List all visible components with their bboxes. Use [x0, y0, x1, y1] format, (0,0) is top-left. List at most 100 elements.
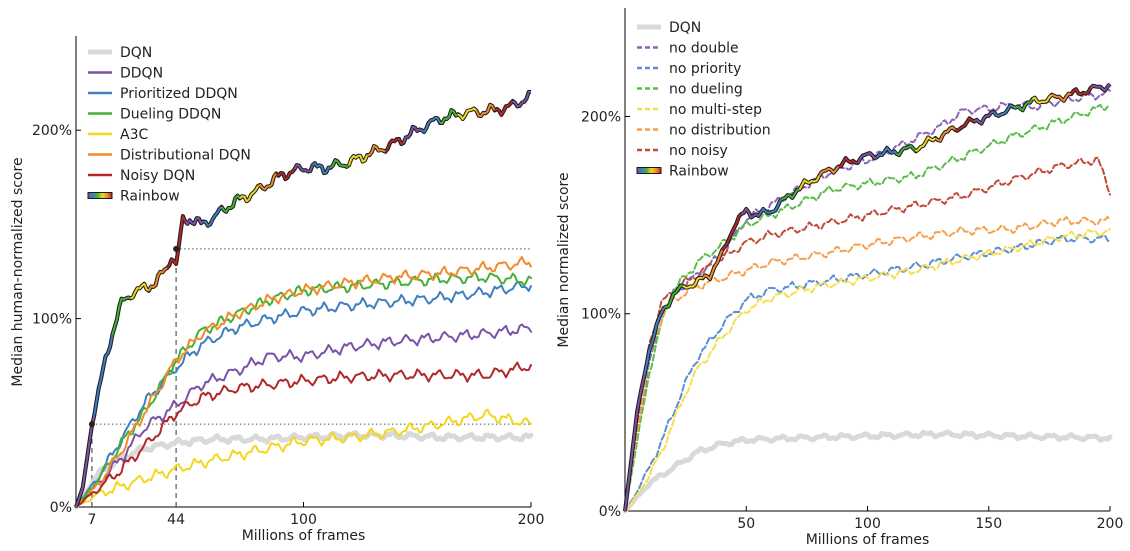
series-rainbow-segment: [257, 172, 278, 191]
legend-item-no-noisy: no noisy: [637, 143, 728, 159]
x-tick-label: 200: [1097, 516, 1124, 532]
series-rainbow-segment: [1031, 93, 1053, 104]
series-rainbow-segment: [1012, 98, 1034, 112]
series-rainbow-segment: [818, 165, 840, 177]
x-axis-label: Millions of frames: [806, 532, 930, 548]
legend-label: DQN: [120, 45, 152, 61]
series-rainbow-segment: [494, 100, 514, 116]
series-rainbow-segment: [682, 276, 703, 289]
series-rainbow-segment: [954, 117, 975, 132]
legend-item-no-dueling: no dueling: [637, 82, 743, 98]
series-rainbow-segment: [779, 188, 800, 202]
series-rainbow-segment: [741, 207, 762, 219]
legend-label: Rainbow: [120, 189, 180, 205]
series-rainbow-segment: [1089, 83, 1111, 92]
legend-label: Rainbow: [669, 164, 729, 180]
legend-item-rainbow: Rainbow: [87, 189, 180, 205]
series-rainbow-segment: [239, 185, 259, 203]
legend-label: no priority: [669, 61, 741, 77]
series-prioritized-ddqn: [75, 280, 532, 508]
legend-label: no double: [669, 41, 739, 57]
series-rainbow-segment: [934, 126, 956, 142]
series-rainbow-segment: [184, 217, 205, 226]
y-tick-label: 100%: [32, 312, 72, 328]
y-axis-label: Median human-normalized score: [10, 157, 26, 386]
legend-swatch: [87, 192, 113, 199]
series-no-distribution: [624, 215, 1111, 512]
x-tick-label: 7: [87, 512, 96, 528]
legend-item-no-distribution: no distribution: [637, 123, 771, 139]
series-rainbow-segment: [876, 146, 898, 158]
series-rainbow-segment: [701, 249, 723, 280]
legend: DQN no double no priority no dueling no mult…: [636, 20, 771, 180]
x-tick-label: 100: [854, 516, 881, 532]
y-tick-label: 0%: [599, 504, 621, 520]
series-rainbow-segment: [759, 200, 782, 214]
series-rainbow-segment: [348, 154, 369, 166]
legend-item-dueling-ddqn: Dueling DDQN: [88, 107, 221, 123]
series-distributional-dqn: [75, 255, 532, 508]
series-rainbow-segment: [220, 194, 241, 213]
series-rainbow-segment: [896, 145, 917, 157]
legend-item-dqn: DQN: [88, 45, 152, 61]
series-rainbow-segment: [330, 159, 350, 169]
series-rainbow-segment: [367, 145, 386, 157]
series-ddqn: [75, 323, 532, 508]
series-rainbow-segment: [663, 284, 684, 309]
marker-point: [88, 421, 95, 428]
series-rainbow-segment: [992, 104, 1014, 117]
series-no-multi-step: [624, 227, 1111, 512]
series-rainbow-segment: [856, 152, 878, 164]
legend-item-no-priority: no priority: [637, 61, 741, 77]
x-tick-label: 44: [167, 512, 185, 528]
series-rainbow-segment: [166, 215, 187, 269]
legend-label: Dueling DDQN: [120, 107, 221, 123]
series-noisy-dqn: [75, 361, 532, 508]
x-axis-label: Millions of frames: [242, 528, 366, 544]
chart-left: 0% 100% 200% 7 44 100 200 Millions of frames Med…: [10, 36, 544, 544]
series-rainbow-segment: [1070, 87, 1092, 96]
series-rainbow-segment: [203, 206, 223, 227]
series-no-double: [624, 88, 1111, 512]
series-dqn: [622, 429, 1113, 514]
series-rainbow-segment: [798, 175, 820, 190]
series-rainbow-segment: [93, 334, 114, 416]
series-rainbow-segment: [275, 168, 296, 181]
series-rainbow-segment: [111, 296, 132, 336]
y-tick-label: 200%: [581, 109, 621, 125]
series-rainbow-segment: [384, 137, 405, 153]
series-rainbow-segment: [721, 213, 743, 251]
chart-right: 0% 100% 200% 50 100 150 200 Millions of frames M…: [556, 8, 1123, 548]
series-rainbow-segment: [512, 90, 532, 108]
series-rainbow-segment: [1051, 92, 1072, 102]
series-rainbow-segment: [439, 109, 459, 125]
series-rainbow-segment: [624, 375, 646, 512]
x-tick-label: 150: [975, 516, 1002, 532]
x-tick-label: 50: [737, 516, 755, 532]
legend-item-no-multi-step: no multi-step: [637, 102, 762, 118]
series-no-dueling: [624, 103, 1111, 512]
series-no-priority: [624, 234, 1111, 512]
series-rainbow-segment: [643, 307, 665, 376]
legend-item-prioritized-ddqn: Prioritized DDQN: [88, 86, 238, 102]
legend: DQN DDQN Prioritized DDQN Dueling DDQN A3C Di…: [87, 45, 251, 205]
y-axis-label: Median normalized score: [556, 172, 572, 347]
series-rainbow-segment: [130, 282, 150, 300]
marker-point: [173, 245, 180, 252]
series-rainbow-segment: [457, 107, 478, 120]
legend-swatch: [636, 167, 662, 174]
y-tick-label: 0%: [50, 500, 72, 516]
series-rainbow-segment: [147, 267, 168, 292]
legend-label: Noisy DQN: [120, 168, 195, 184]
legend-item-noisy-dqn: Noisy DQN: [88, 168, 195, 184]
legend-item-a3c: A3C: [88, 127, 148, 143]
series-rainbow-segment: [293, 164, 314, 173]
series-a3c: [75, 408, 532, 508]
legend-label: A3C: [120, 127, 148, 143]
legend-item-dqn: DQN: [637, 20, 701, 36]
legend-label: no noisy: [669, 143, 728, 159]
series-rainbow-segment: [915, 136, 937, 153]
legend-label: Prioritized DDQN: [120, 86, 238, 102]
y-tick-label: 100%: [581, 307, 621, 323]
